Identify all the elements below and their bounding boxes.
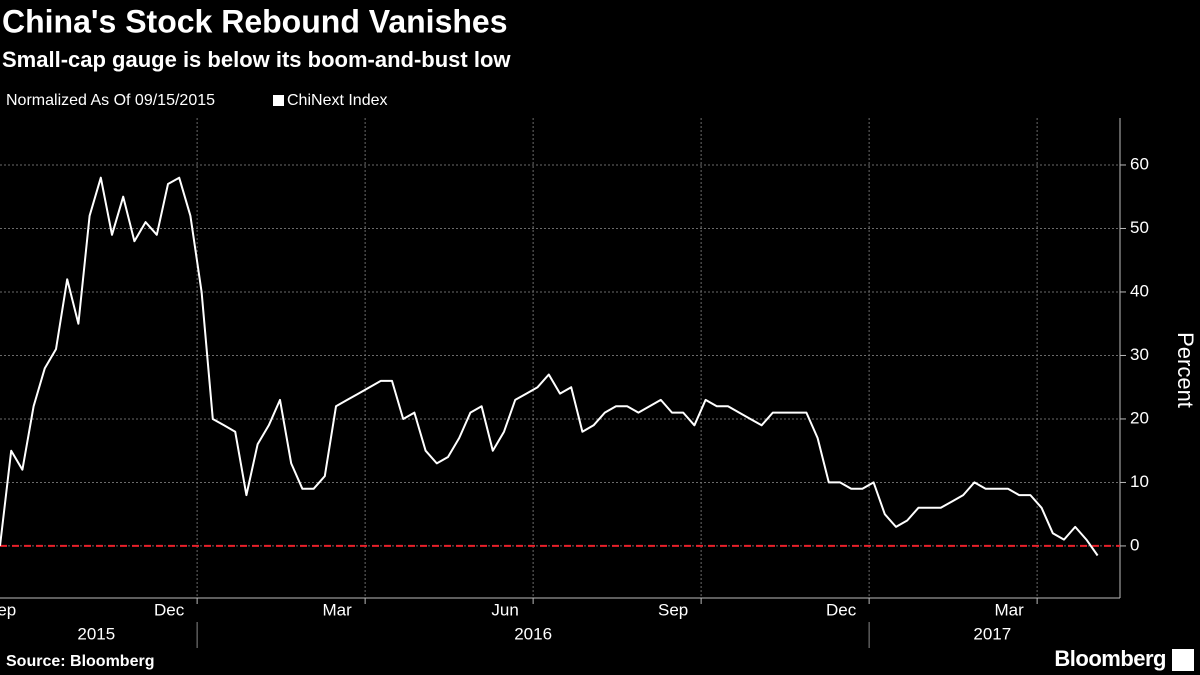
brand-icon xyxy=(1172,649,1194,671)
chart-title: China's Stock Rebound Vanishes xyxy=(2,3,508,39)
year-label: 2016 xyxy=(514,624,552,643)
y-tick-label: 10 xyxy=(1130,472,1149,491)
x-tick-label: Sep xyxy=(0,600,16,619)
y-tick-label: 50 xyxy=(1130,218,1149,237)
y-tick-label: 60 xyxy=(1130,154,1149,173)
x-tick-label: Sep xyxy=(658,600,688,619)
legend-label: ChiNext Index xyxy=(287,92,388,109)
note: Normalized As Of 09/15/2015 xyxy=(6,92,215,109)
y-tick-label: 0 xyxy=(1130,535,1139,554)
x-tick-label: Dec xyxy=(826,600,857,619)
y-tick-label: 40 xyxy=(1130,281,1149,300)
year-label: 2017 xyxy=(973,624,1011,643)
legend-swatch xyxy=(273,95,284,106)
chart-subtitle: Small-cap gauge is below its boom-and-bu… xyxy=(2,47,511,72)
x-tick-label: Mar xyxy=(994,600,1024,619)
source: Source: Bloomberg xyxy=(6,653,154,670)
y-axis-label: Percent xyxy=(1173,332,1198,408)
y-tick-label: 20 xyxy=(1130,408,1149,427)
year-label: 2015 xyxy=(77,624,115,643)
brand: Bloomberg xyxy=(1054,646,1166,671)
y-tick-label: 30 xyxy=(1130,345,1149,364)
x-tick-label: Dec xyxy=(154,600,185,619)
line-series xyxy=(0,176,1099,557)
x-tick-label: Jun xyxy=(491,600,518,619)
x-tick-label: Mar xyxy=(322,600,352,619)
